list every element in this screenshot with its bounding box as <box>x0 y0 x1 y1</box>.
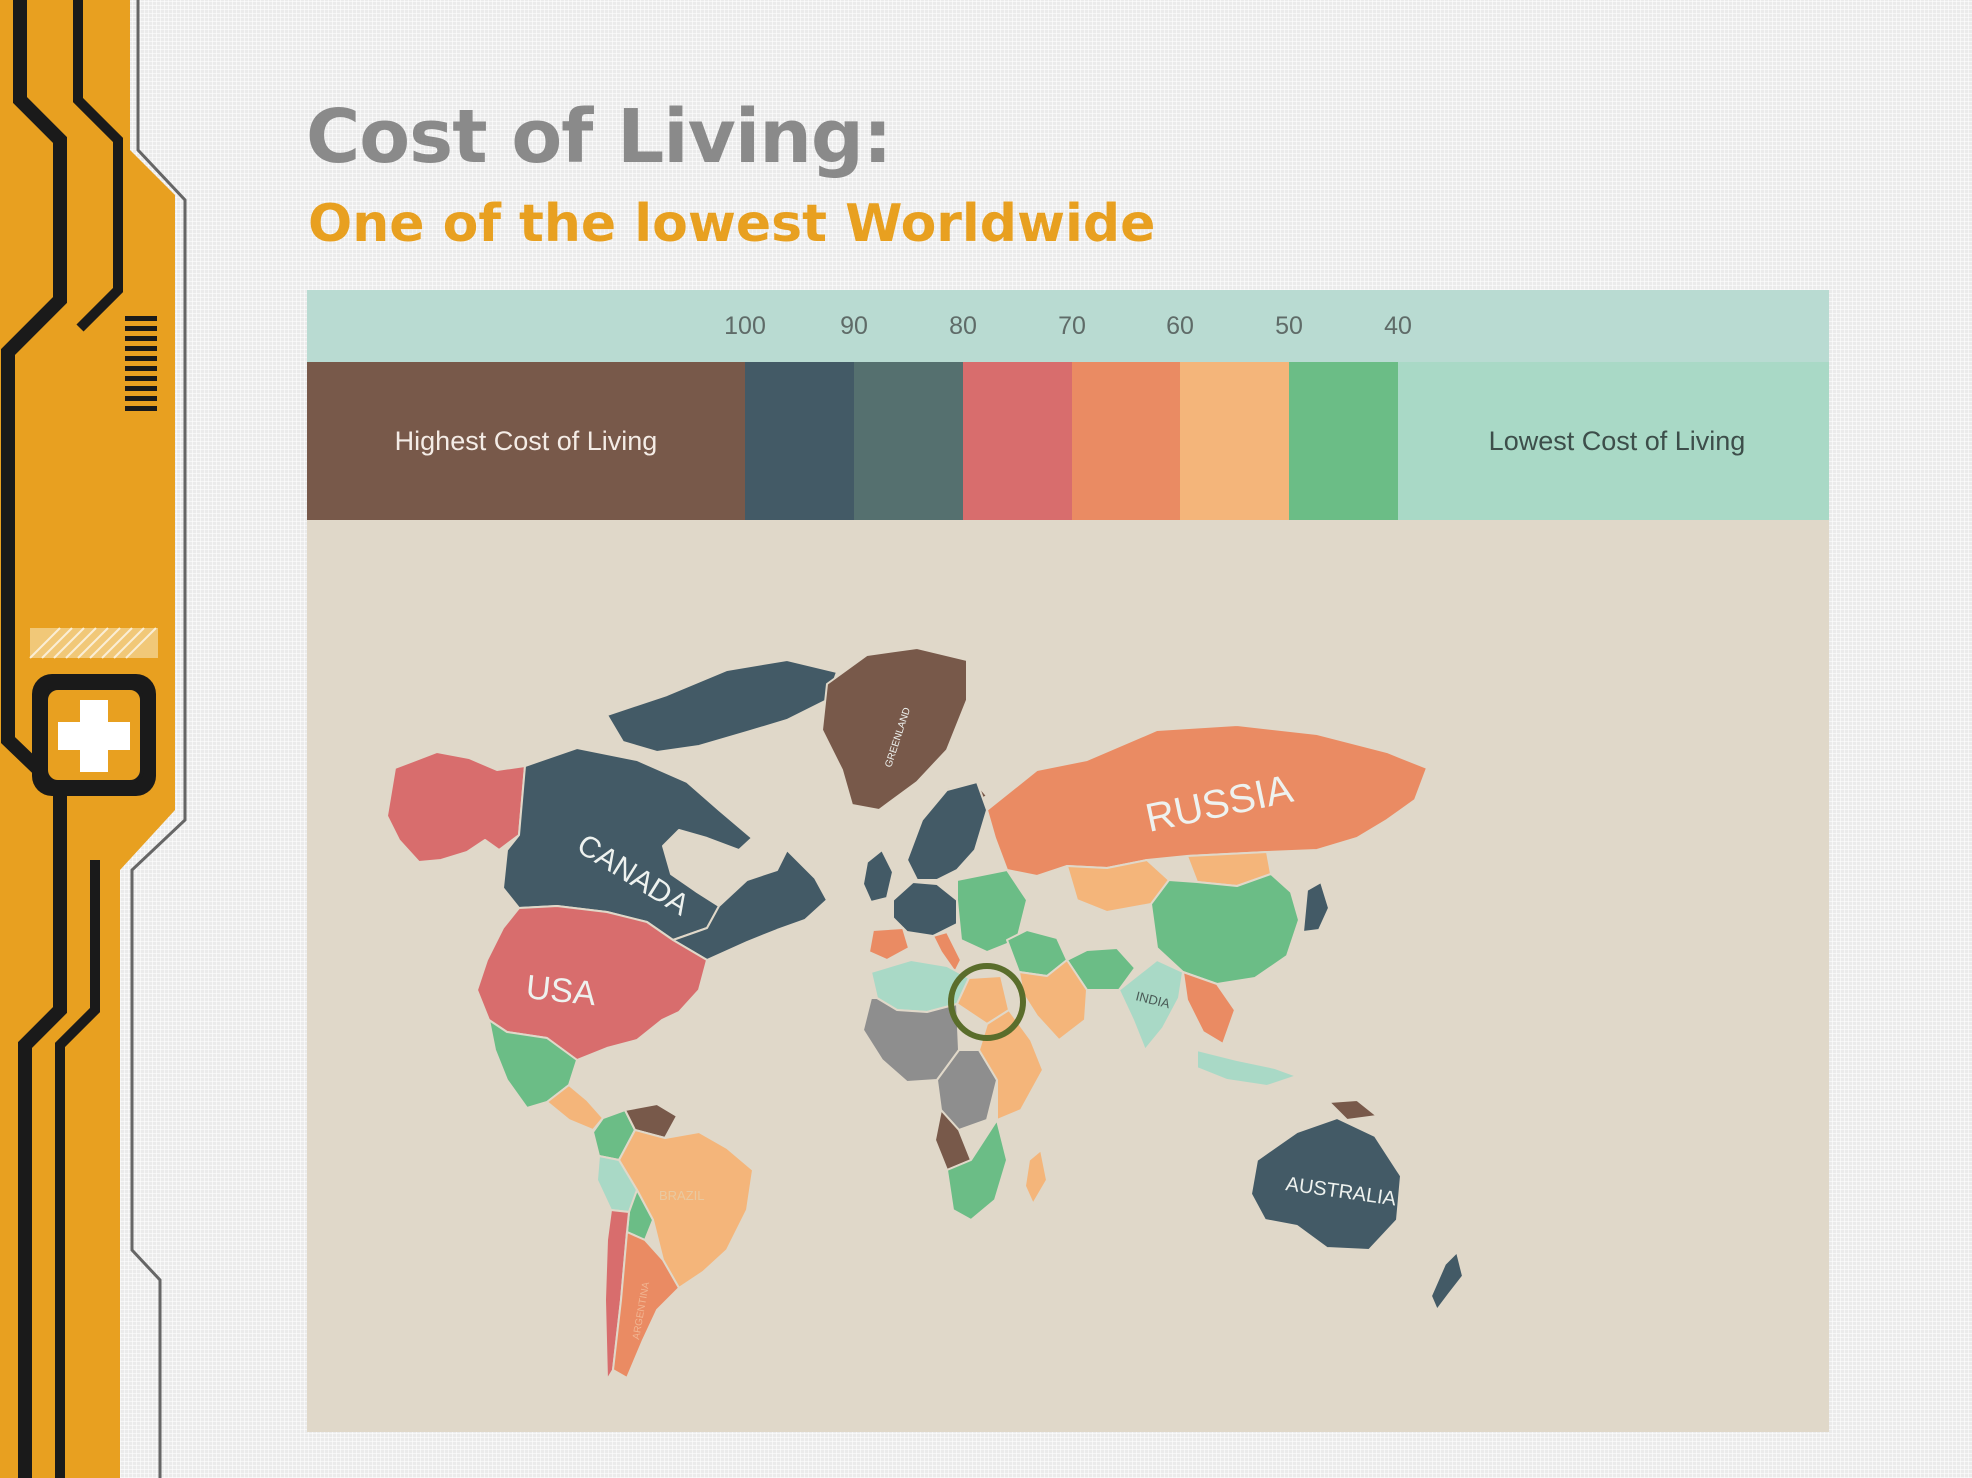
region-argentina <box>612 1231 680 1379</box>
region-southern-africa <box>946 1119 1008 1221</box>
sidebar-hatch-lines <box>29 627 157 659</box>
page-subtitle: One of the lowest Worldwide <box>308 194 1156 254</box>
legend-band <box>854 362 963 520</box>
world-map-svg: CANADA USA RUSSIA GREENLAND INDIA AUSTRA… <box>386 647 1464 1381</box>
sidebar-outline <box>130 0 187 1478</box>
scale-tick: 100 <box>724 311 766 340</box>
region-southeast-asia <box>1182 971 1236 1045</box>
world-map: CANADA USA RUSSIA GREENLAND INDIA AUSTRA… <box>307 520 1829 1432</box>
sidebar-dark-stripe <box>1 0 67 1478</box>
scale-tick: 40 <box>1384 311 1412 340</box>
region-canadian-arctic-islands <box>606 659 838 753</box>
scale-tick: 60 <box>1166 311 1194 340</box>
legend-band-highest <box>307 362 745 520</box>
highlight-circle <box>948 963 1026 1041</box>
region-spain <box>868 927 910 961</box>
page-title: Cost of Living: <box>306 94 892 180</box>
scale-strip: 100 90 80 70 60 50 40 <box>307 290 1829 362</box>
scale-tick: 90 <box>840 311 868 340</box>
legend-band <box>1180 362 1289 520</box>
map-label-brazil: BRAZIL <box>659 1188 705 1203</box>
legend-high-label: Highest Cost of Living <box>394 425 658 456</box>
legend-band <box>745 362 854 520</box>
region-australia <box>1250 1117 1402 1251</box>
legend-band <box>963 362 1072 520</box>
region-greenland <box>821 647 968 811</box>
sidebar-dark-stripe <box>73 0 123 332</box>
region-scandinavia <box>906 781 988 881</box>
region-indonesia <box>1196 1049 1298 1087</box>
region-papua-new-guinea <box>1328 1099 1378 1121</box>
legend-band <box>1289 362 1398 520</box>
region-venezuela <box>624 1103 678 1139</box>
region-alaska <box>386 751 526 863</box>
region-japan <box>1302 881 1330 933</box>
map-label-usa: USA <box>524 968 598 1013</box>
region-western-europe <box>892 881 958 937</box>
region-india <box>1118 959 1184 1051</box>
region-usa <box>476 905 708 1061</box>
region-italy <box>932 931 962 973</box>
sidebar-dark-stripe <box>55 860 100 1478</box>
legend-band-lowest <box>1398 362 1829 520</box>
region-madagascar <box>1024 1149 1048 1205</box>
cost-of-living-infographic: 100 90 80 70 60 50 40 Highest Cost of Li… <box>307 290 1829 1432</box>
region-uk <box>862 849 894 903</box>
legend-band <box>1072 362 1180 520</box>
scale-tick: 80 <box>949 311 977 340</box>
plus-icon <box>32 674 156 796</box>
region-russia <box>986 724 1428 877</box>
sidebar-grip-icon <box>125 316 157 411</box>
scale-tick: 50 <box>1275 311 1303 340</box>
region-canada <box>502 747 753 941</box>
region-new-zealand <box>1430 1251 1464 1311</box>
region-eastern-europe <box>956 869 1028 953</box>
region-arabia <box>1018 959 1088 1041</box>
sidebar-decoration <box>0 0 187 1478</box>
legend-bar: Highest Cost of Living Lowest Cost of Li… <box>307 362 1829 520</box>
scale-tick: 70 <box>1058 311 1086 340</box>
legend-low-label: Lowest Cost of Living <box>1488 425 1746 456</box>
